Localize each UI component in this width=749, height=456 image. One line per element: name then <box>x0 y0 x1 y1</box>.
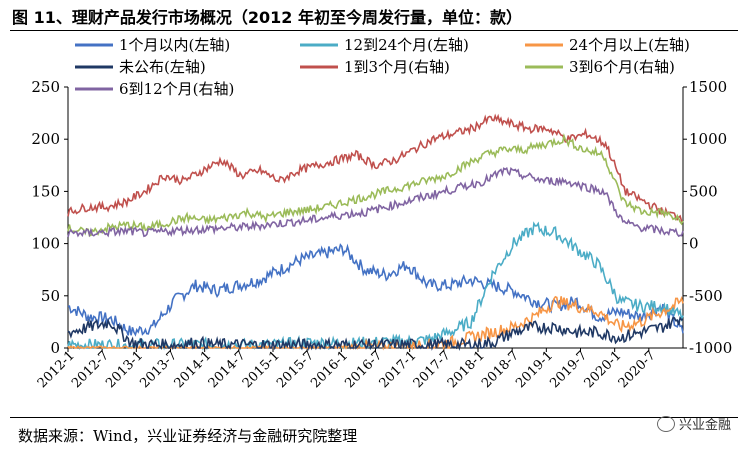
series-line-0 <box>67 243 684 337</box>
legend-label: 12到24个月(左轴) <box>344 36 469 54</box>
left-tick-label: 50 <box>41 287 60 305</box>
right-tick-label: 1000 <box>689 130 727 148</box>
title-row: 图 11、理财产品发行市场概况（2012 年初至今周发行量，单位：款） <box>0 0 749 30</box>
series-line-6 <box>67 167 684 238</box>
right-tick-label: 0 <box>689 235 699 253</box>
x-tick-label: 2015-7 <box>274 348 317 391</box>
x-tick-label: 2013-7 <box>137 348 180 391</box>
source-note: 数据来源：Wind，兴业证券经济与金融研究院整理 <box>18 427 358 445</box>
legend-label: 6到12个月(右轴) <box>119 80 234 98</box>
x-tick-label: 2020-1 <box>582 348 625 391</box>
right-tick-label: -1000 <box>689 339 732 357</box>
x-tick-label: 2012-7 <box>69 348 112 391</box>
x-tick-label: 2019-1 <box>513 348 556 391</box>
legend-label: 未公布(左轴) <box>119 58 206 76</box>
series-line-3 <box>67 316 684 352</box>
left-tick-label: 100 <box>31 235 60 253</box>
top-rule <box>10 30 738 31</box>
right-tick-label: 1500 <box>689 78 727 96</box>
x-tick-label: 2018-7 <box>479 348 522 391</box>
left-tick-label: 0 <box>50 339 60 357</box>
chart: 0 50 100 150 200 250 -1000 -500 0 500 1000 1500 2012… <box>31 36 732 391</box>
series-line-5 <box>67 132 684 237</box>
bottom-rule <box>10 417 738 418</box>
x-tick-label: 2017-1 <box>377 348 420 391</box>
x-tick-label: 2015-1 <box>240 348 283 391</box>
left-tick-label: 250 <box>31 78 60 96</box>
legend-label: 1个月以内(左轴) <box>119 36 230 54</box>
x-tick-label: 2013-1 <box>103 348 146 391</box>
x-tick-label: 2014-1 <box>172 348 215 391</box>
chart-title: 图 11、理财产品发行市场概况（2012 年初至今周发行量，单位：款） <box>12 8 522 27</box>
legend-label: 24个月以上(左轴) <box>569 36 690 54</box>
watermark: 兴业金融 <box>656 414 731 433</box>
x-tick-label: 2017-7 <box>411 348 454 391</box>
x-tick-label: 2020-7 <box>616 348 659 391</box>
x-tick-label: 2018-1 <box>445 348 488 391</box>
right-tick-label: 500 <box>689 182 718 200</box>
legend-label: 1到3个月(右轴) <box>344 58 450 76</box>
right-tick-label: -500 <box>689 287 723 305</box>
wechat-icon <box>656 415 675 432</box>
x-tick-label: 2019-7 <box>547 348 590 391</box>
legend-label: 3到6个月(右轴) <box>569 58 675 76</box>
series-line-4 <box>67 113 683 222</box>
left-tick-label: 200 <box>31 130 60 148</box>
left-tick-label: 150 <box>31 182 60 200</box>
watermark-text: 兴业金融 <box>678 418 731 433</box>
x-tick-label: 2016-1 <box>308 348 351 391</box>
x-tick-label: 2016-7 <box>342 348 385 391</box>
x-tick-label: 2014-7 <box>206 348 249 391</box>
